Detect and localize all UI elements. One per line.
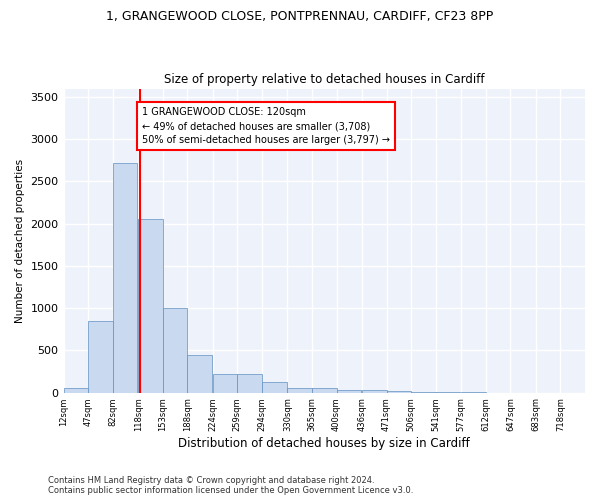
Bar bbox=[262, 382, 287, 392]
Y-axis label: Number of detached properties: Number of detached properties bbox=[15, 158, 25, 322]
Bar bbox=[362, 390, 386, 392]
Text: 1 GRANGEWOOD CLOSE: 120sqm
← 49% of detached houses are smaller (3,708)
50% of s: 1 GRANGEWOOD CLOSE: 120sqm ← 49% of deta… bbox=[142, 107, 391, 145]
Text: Contains HM Land Registry data © Crown copyright and database right 2024.
Contai: Contains HM Land Registry data © Crown c… bbox=[48, 476, 413, 495]
Bar bbox=[386, 391, 411, 392]
Bar bbox=[213, 374, 238, 392]
Bar bbox=[138, 218, 163, 392]
Bar bbox=[113, 163, 137, 392]
Bar bbox=[312, 388, 337, 392]
Bar bbox=[163, 308, 187, 392]
Bar bbox=[64, 388, 88, 392]
Bar bbox=[187, 354, 212, 393]
X-axis label: Distribution of detached houses by size in Cardiff: Distribution of detached houses by size … bbox=[178, 437, 470, 450]
Bar bbox=[337, 390, 361, 392]
Text: 1, GRANGEWOOD CLOSE, PONTPRENNAU, CARDIFF, CF23 8PP: 1, GRANGEWOOD CLOSE, PONTPRENNAU, CARDIF… bbox=[106, 10, 494, 23]
Bar bbox=[287, 388, 312, 392]
Title: Size of property relative to detached houses in Cardiff: Size of property relative to detached ho… bbox=[164, 73, 485, 86]
Bar bbox=[88, 321, 113, 392]
Bar bbox=[238, 374, 262, 392]
